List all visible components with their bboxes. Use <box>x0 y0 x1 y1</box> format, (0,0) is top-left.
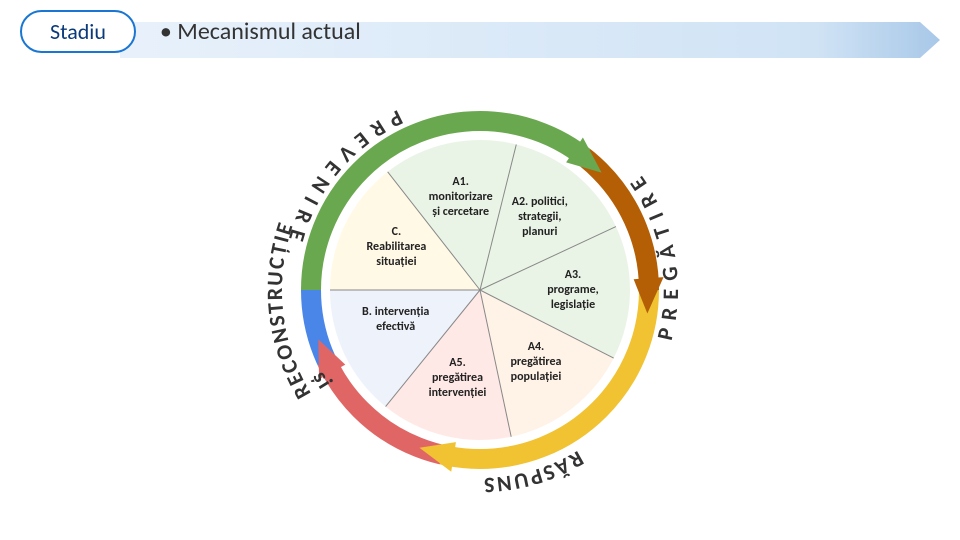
header-subtitle: • Mecanismul actual <box>160 17 361 46</box>
stage-pill: Stadiu <box>20 10 136 53</box>
segment-label-a5: A5.pregătireaintervenției <box>408 356 508 401</box>
segment-label-a2: A2. politici,strategii,planuri <box>490 195 590 240</box>
cycle-wheel: RECONSTRUCȚIERĂSPUNSP R E G Ă T I R EP R… <box>280 90 680 490</box>
segment-label-c: C.Reabilitareasituației <box>346 225 446 270</box>
segment-label-b: B. intervențiaefectivă <box>346 305 446 335</box>
segment-label-a3: A3.programe,legislație <box>523 268 623 313</box>
